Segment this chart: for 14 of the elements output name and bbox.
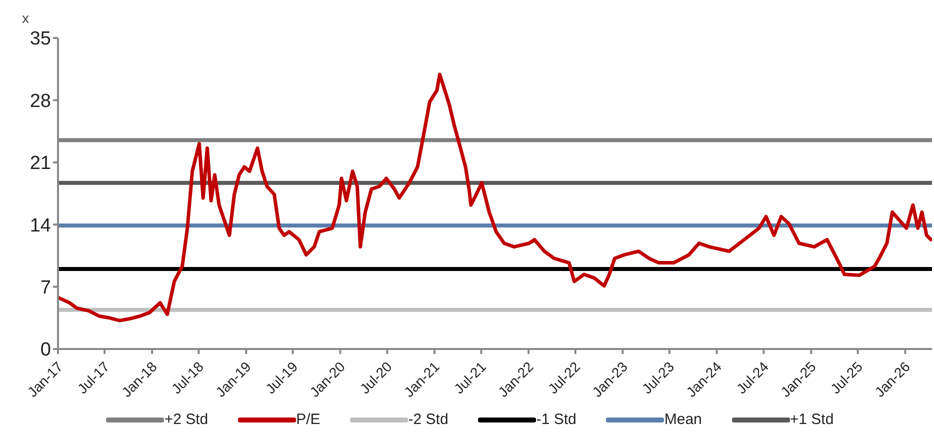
y-tick-label: 35 (30, 28, 51, 50)
line-series (58, 72, 932, 322)
legend-label: +2 Std (164, 411, 208, 428)
y-tick-label: 7 (40, 278, 51, 299)
y-axis-title: x (22, 10, 29, 26)
y-tick-label: 14 (30, 215, 52, 236)
y-tick-label: 28 (30, 90, 51, 112)
legend-label: -1 Std (536, 411, 576, 428)
y-tick-label: 21 (30, 153, 51, 174)
y-tick-label: 0 (40, 340, 51, 361)
legend-label: -2 Std (408, 411, 448, 428)
legend-label: Mean (664, 411, 702, 428)
legend-label: +1 Std (790, 411, 834, 428)
legend-label: P/E (296, 411, 320, 428)
